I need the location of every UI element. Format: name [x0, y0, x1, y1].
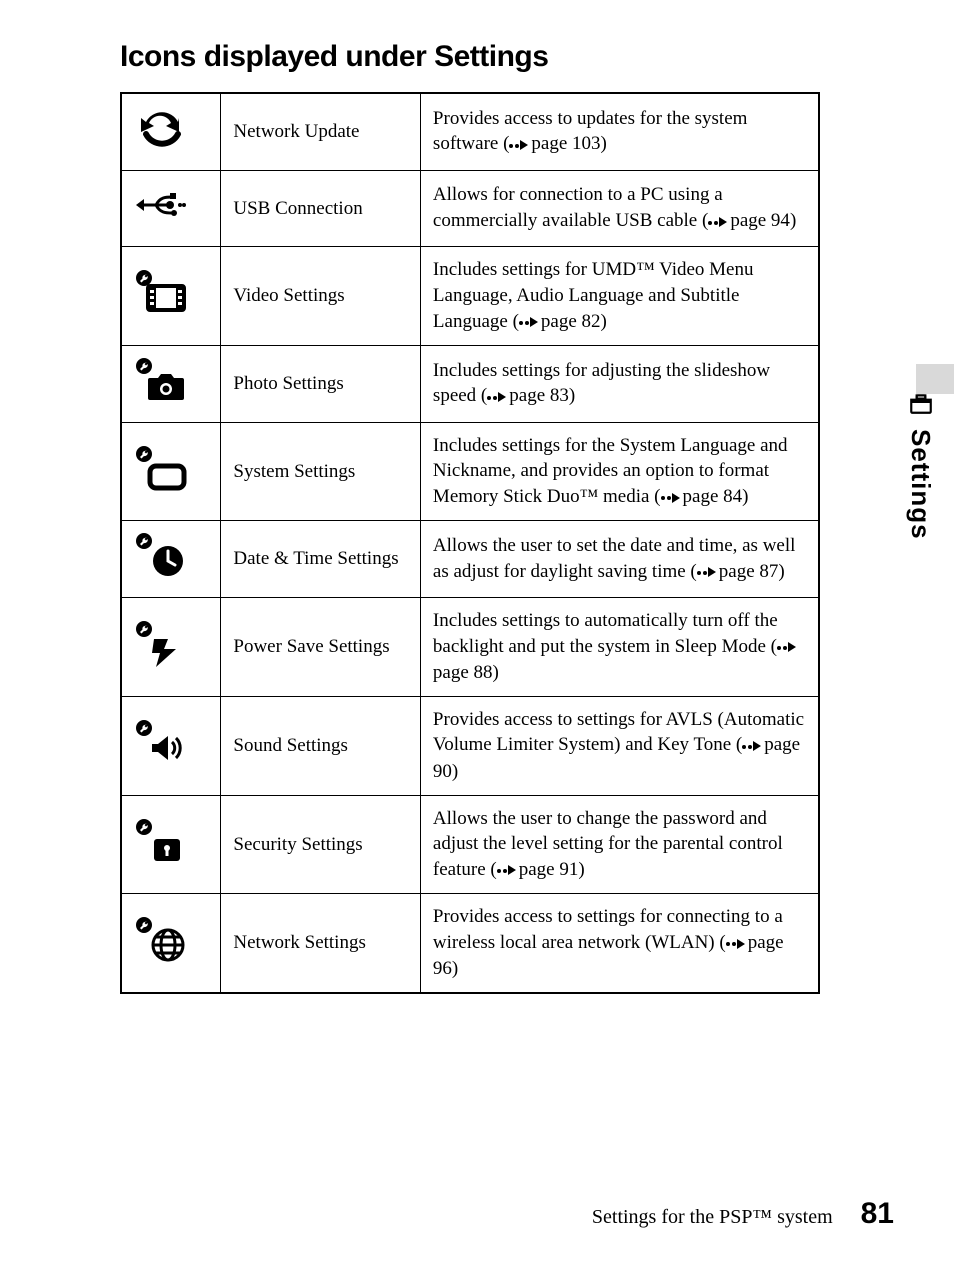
date-time-settings-icon — [121, 521, 221, 598]
system-settings-icon — [121, 422, 221, 521]
network-update-icon — [121, 93, 221, 170]
page-footer: Settings for the PSP™ system 81 — [592, 1197, 894, 1231]
video-settings-icon — [121, 247, 221, 346]
page-reference: page 91 — [519, 859, 579, 880]
setting-description: Provides access to updates for the syste… — [420, 93, 819, 170]
page-reference: page 87 — [719, 561, 779, 582]
footer-text: Settings for the PSP™ system — [592, 1206, 833, 1229]
page-reference: page 103 — [531, 133, 600, 154]
setting-name: Network Update — [221, 93, 421, 170]
setting-name: Date & Time Settings — [221, 521, 421, 598]
setting-description: Includes settings for adjusting the slid… — [420, 346, 819, 423]
table-row: Video SettingsIncludes settings for UMD™… — [121, 247, 819, 346]
power-save-settings-icon — [121, 598, 221, 697]
page-reference: page 94 — [730, 210, 790, 231]
table-row: USB ConnectionAllows for connection to a… — [121, 170, 819, 247]
setting-name: Network Settings — [221, 894, 421, 993]
setting-description: Allows for connection to a PC using a co… — [420, 170, 819, 247]
table-row: Network UpdateProvides access to updates… — [121, 93, 819, 170]
page-reference: page 88 — [433, 662, 493, 683]
table-row: Date & Time SettingsAllows the user to s… — [121, 521, 819, 598]
setting-name: Security Settings — [221, 795, 421, 894]
page-reference: page 83 — [509, 385, 569, 406]
table-row: System SettingsIncludes settings for the… — [121, 422, 819, 521]
side-tab-label: Settings — [905, 429, 936, 540]
table-row: Photo SettingsIncludes settings for adju… — [121, 346, 819, 423]
setting-name: USB Connection — [221, 170, 421, 247]
page-number: 81 — [861, 1197, 894, 1231]
setting-description: Includes settings to automatically turn … — [420, 598, 819, 697]
photo-settings-icon — [121, 346, 221, 423]
settings-icons-table: Network UpdateProvides access to updates… — [120, 92, 820, 994]
setting-description: Includes settings for the System Languag… — [420, 422, 819, 521]
security-settings-icon — [121, 795, 221, 894]
setting-name: Power Save Settings — [221, 598, 421, 697]
table-row: Network SettingsProvides access to setti… — [121, 894, 819, 993]
setting-name: System Settings — [221, 422, 421, 521]
network-settings-icon — [121, 894, 221, 993]
setting-name: Video Settings — [221, 247, 421, 346]
usb-connection-icon — [121, 170, 221, 247]
side-tab: Settings — [905, 390, 936, 540]
setting-description: Includes settings for UMD™ Video Menu La… — [420, 247, 819, 346]
setting-description: Provides access to settings for AVLS (Au… — [420, 696, 819, 795]
setting-name: Sound Settings — [221, 696, 421, 795]
toolbox-icon — [908, 390, 934, 421]
setting-description: Allows the user to change the password a… — [420, 795, 819, 894]
page-title: Icons displayed under Settings — [120, 40, 894, 74]
setting-name: Photo Settings — [221, 346, 421, 423]
setting-description: Provides access to settings for connecti… — [420, 894, 819, 993]
table-row: Security SettingsAllows the user to chan… — [121, 795, 819, 894]
sound-settings-icon — [121, 696, 221, 795]
table-row: Power Save SettingsIncludes settings to … — [121, 598, 819, 697]
table-row: Sound SettingsProvides access to setting… — [121, 696, 819, 795]
page-reference: page 82 — [541, 311, 601, 332]
setting-description: Allows the user to set the date and time… — [420, 521, 819, 598]
page-reference: page 84 — [683, 486, 743, 507]
